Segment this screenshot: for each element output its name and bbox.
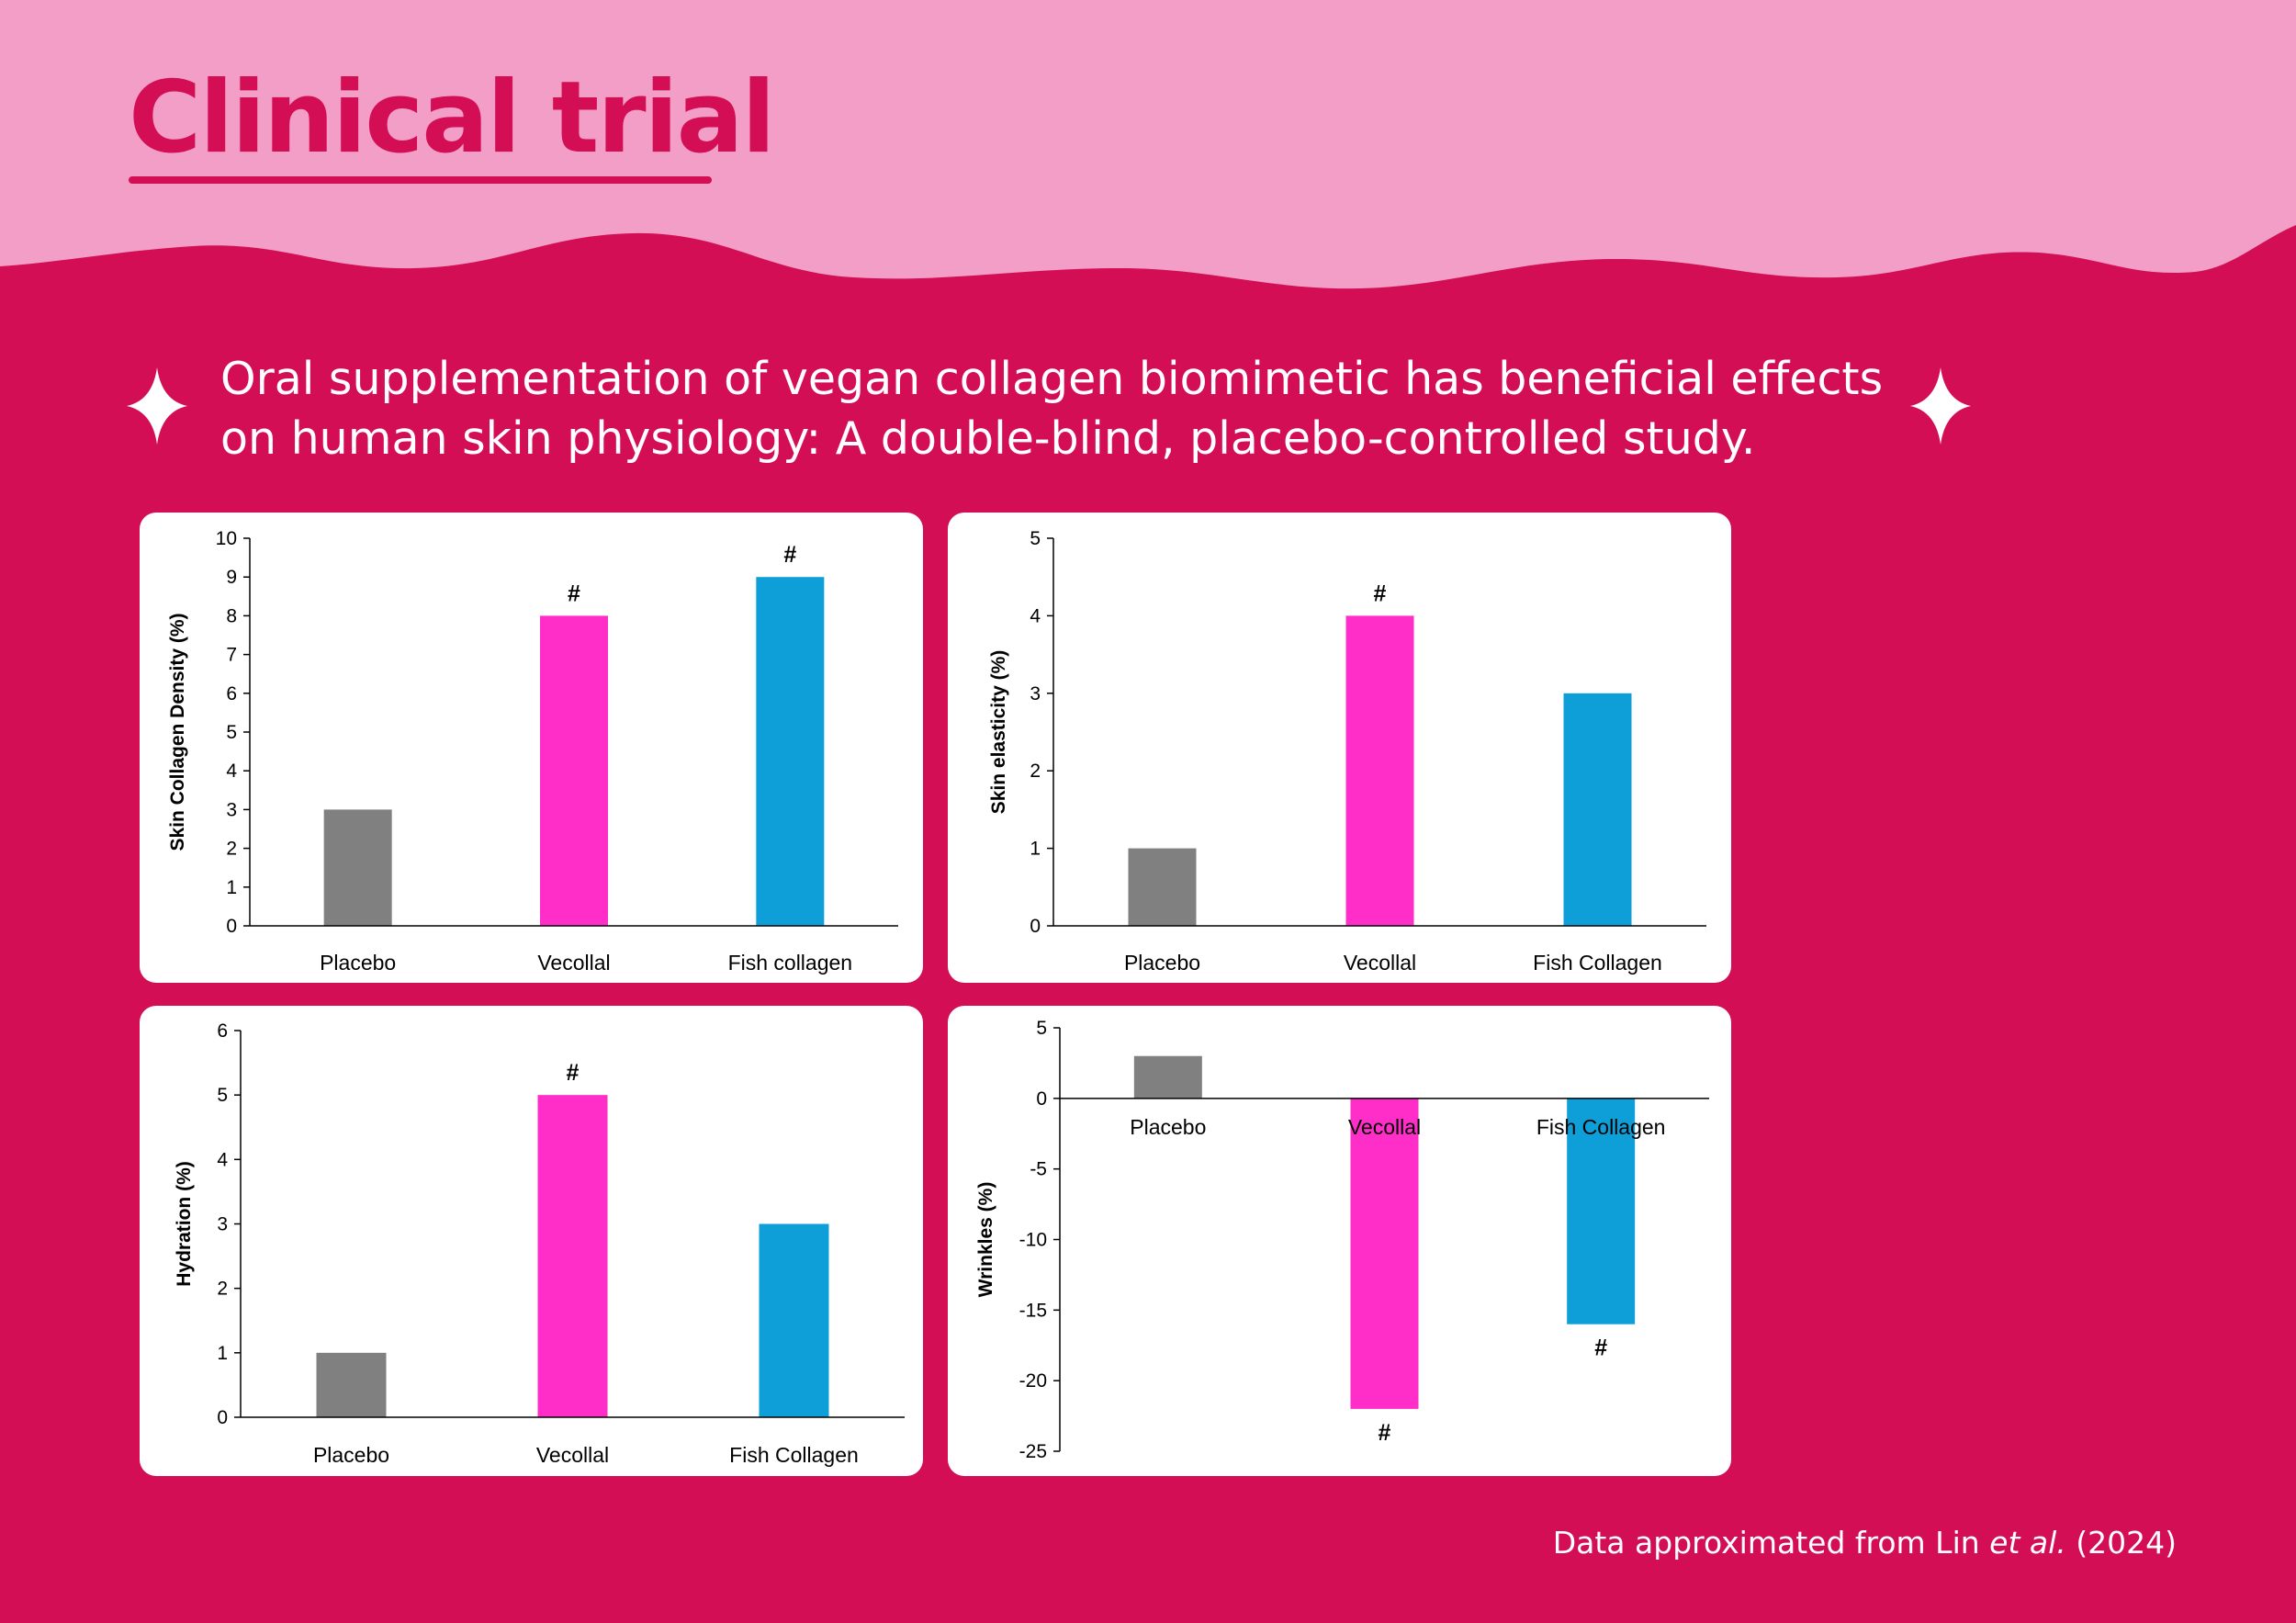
y-tick-label: 2 <box>226 839 237 860</box>
y-tick-label: 4 <box>1030 605 1041 626</box>
significance-marker: # <box>1594 1336 1607 1361</box>
skin-elasticity-chart: 0 1 2 3 4 5 Skin elasticity (%) Placebo Vecollal… <box>988 528 1706 975</box>
footnote-prefix: Data approximated from Lin <box>1552 1525 1990 1561</box>
y-tick-label: 5 <box>226 722 237 743</box>
y-tick-label: 9 <box>226 567 237 588</box>
y-tick-label: 0 <box>1036 1088 1047 1110</box>
y-tick-label: 6 <box>226 683 237 704</box>
hydration-chart: 0 1 2 3 4 5 6 Hydration (%) Placebo Vecollal Fish … <box>174 1020 905 1467</box>
study-subtitle: Oral supplementation of vegan collagen b… <box>220 349 1938 468</box>
header-wave-band <box>0 0 2296 289</box>
bar-elasticity-0 <box>1128 848 1197 926</box>
y-tick-label: -5 <box>1030 1159 1047 1180</box>
category-label: Placebo <box>320 951 396 975</box>
significance-marker: # <box>567 1060 580 1086</box>
data-source-footnote: Data approximated from Lin et al. (2024) <box>1553 1525 2177 1561</box>
bar-wrinkles-2 <box>1567 1098 1636 1324</box>
bar-wrinkles-1 <box>1350 1098 1419 1409</box>
y-axis-label: Skin Collagen Density (%) <box>167 613 188 851</box>
y-tick-label: 10 <box>216 528 237 549</box>
y-axis-label: Skin elasticity (%) <box>988 650 1009 815</box>
category-label: Placebo <box>313 1443 389 1467</box>
y-tick-label: 0 <box>1030 916 1041 937</box>
category-label: Fish Collagen <box>1536 1115 1666 1139</box>
chart-panel-wrinkles: 5 0 -5 -10 -15 -20 -25 Wrinkles (%) Placebo Vecol… <box>948 1006 1731 1476</box>
y-tick-label: 4 <box>217 1149 228 1170</box>
significance-marker: # <box>568 580 580 606</box>
y-tick-label: 8 <box>226 605 237 626</box>
page-title: Clinical trial <box>129 61 776 175</box>
collagen-density-chart: 0 1 2 3 4 5 6 7 8 9 10 Skin Collagen Density (%) Pla… <box>167 528 898 975</box>
y-axis-label: Wrinkles (%) <box>975 1182 996 1298</box>
footnote-suffix: (2024) <box>2065 1525 2177 1561</box>
footnote-italic: et al. <box>1989 1525 2066 1561</box>
y-tick-label: 6 <box>217 1020 228 1042</box>
y-tick-label: 5 <box>217 1085 228 1106</box>
bar-collagen-2 <box>756 577 825 926</box>
y-tick-label: 1 <box>1030 839 1041 860</box>
significance-marker: # <box>1379 1420 1391 1446</box>
subtitle-line-1: Oral supplementation of vegan collagen b… <box>220 353 1884 405</box>
bar-hydration-1 <box>537 1095 608 1417</box>
y-tick-label: 0 <box>226 916 237 937</box>
bar-collagen-0 <box>323 809 392 926</box>
y-tick-label: -25 <box>1019 1441 1047 1462</box>
category-label: Vecollal <box>1348 1115 1421 1139</box>
chart-panel-hydration: 0 1 2 3 4 5 6 Hydration (%) Placebo Vecollal Fish … <box>140 1006 923 1476</box>
y-tick-label: 3 <box>1030 683 1041 704</box>
bar-hydration-0 <box>316 1352 387 1417</box>
y-tick-label: 3 <box>226 799 237 820</box>
chart-panel-elasticity: 0 1 2 3 4 5 Skin elasticity (%) Placebo Vecollal… <box>948 513 1731 983</box>
subtitle-line-2: on human skin physiology: A double-blind… <box>220 412 1756 465</box>
y-tick-label: -10 <box>1019 1230 1047 1251</box>
category-label: Fish collagen <box>728 951 853 975</box>
category-label: Vecollal <box>536 1443 609 1467</box>
bar-elasticity-1 <box>1345 615 1414 926</box>
y-tick-label: -15 <box>1019 1300 1047 1321</box>
category-label: Vecollal <box>537 951 610 975</box>
y-tick-label: 2 <box>1030 761 1041 782</box>
category-label: Fish Collagen <box>729 1443 859 1467</box>
sparkle-icon <box>127 367 187 445</box>
y-tick-label: 7 <box>226 645 237 666</box>
title-underline <box>129 176 712 184</box>
wrinkles-chart: 5 0 -5 -10 -15 -20 -25 Wrinkles (%) Placebo Vecol… <box>975 1018 1709 1462</box>
category-label: Placebo <box>1130 1115 1206 1139</box>
significance-marker: # <box>783 542 796 568</box>
y-tick-label: 1 <box>217 1343 228 1364</box>
category-label: Fish Collagen <box>1533 951 1662 975</box>
category-label: Placebo <box>1124 951 1200 975</box>
y-tick-label: 0 <box>217 1407 228 1428</box>
y-axis-label: Hydration (%) <box>174 1161 195 1287</box>
y-tick-label: 5 <box>1030 528 1041 549</box>
y-tick-label: 1 <box>226 877 237 898</box>
bar-elasticity-2 <box>1563 693 1632 926</box>
y-tick-label: -20 <box>1019 1370 1047 1392</box>
y-tick-label: 4 <box>226 761 237 782</box>
chart-panel-collagen: 0 1 2 3 4 5 6 7 8 9 10 Skin Collagen Density (%) Pla… <box>140 513 923 983</box>
y-tick-label: 2 <box>217 1279 228 1300</box>
sparkle-icon <box>1910 367 1971 445</box>
bar-wrinkles-0 <box>1133 1055 1202 1099</box>
significance-marker: # <box>1374 580 1387 606</box>
bar-hydration-2 <box>759 1223 829 1417</box>
bar-collagen-1 <box>540 615 608 926</box>
y-tick-label: 3 <box>217 1214 228 1235</box>
category-label: Vecollal <box>1344 951 1416 975</box>
y-tick-label: 5 <box>1036 1018 1047 1039</box>
